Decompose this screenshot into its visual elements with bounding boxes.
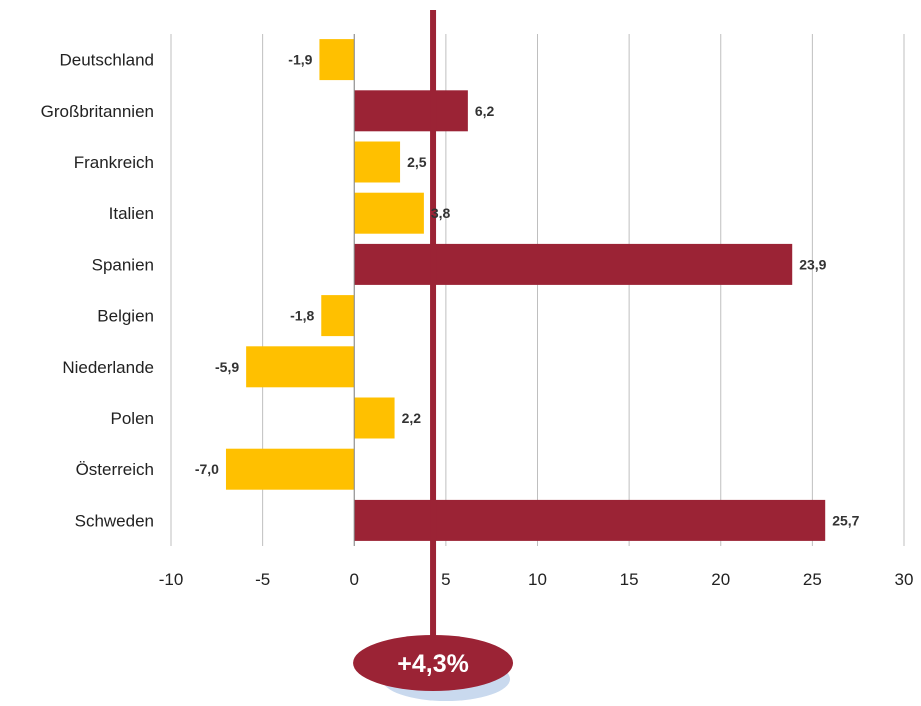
category-label: Österreich [76,460,154,479]
bar-spanien [354,243,793,285]
bar-schweden [354,499,826,541]
data-label: 25,7 [832,512,859,528]
category-labels: Deutschland Großbritannien Frankreich Itali… [41,51,154,531]
x-tick-label: 15 [620,570,639,589]
reference-badge-label: +4,3% [397,650,469,678]
x-tick-label: 25 [803,570,822,589]
x-tick-label: 10 [528,570,547,589]
bar-deutschland [319,39,355,81]
data-labels: -1,9 6,2 2,5 3,8 23,9 -1,8 -5,9 2,2 -7,0 25,7 [195,52,860,529]
category-label: Spanien [92,255,154,274]
data-label: 23,9 [799,256,826,272]
data-label: 2,5 [407,154,427,170]
category-label: Italien [109,204,154,223]
bar-polen [354,397,395,439]
bar-frankreich [354,141,401,183]
data-label: -1,8 [290,308,314,324]
bar-großbritannien [354,90,468,132]
data-label: -1,9 [288,52,312,68]
category-label: Großbritannien [41,102,154,121]
x-axis-tick-labels: -10 -5 0 5 10 15 20 25 30 [159,570,914,589]
x-tick-label: -10 [159,570,184,589]
category-label: Deutschland [59,51,154,70]
bar-niederlande [246,346,355,388]
x-tick-label: 5 [441,570,450,589]
data-label: 3,8 [431,205,451,221]
x-tick-label: 0 [350,570,359,589]
bar-österreich [225,448,355,490]
x-tick-label: 30 [895,570,914,589]
x-tick-label: -5 [255,570,270,589]
bar-italien [354,192,424,234]
data-label: 2,2 [402,410,422,426]
reference-badge-bg [353,635,514,691]
category-label: Frankreich [74,153,154,172]
data-label: 6,2 [475,103,495,119]
bar-belgien [321,295,355,337]
category-label: Schweden [75,511,154,530]
data-label: -5,9 [215,359,239,375]
x-tick-label: 20 [711,570,730,589]
category-label: Polen [111,409,154,428]
category-label: Belgien [97,307,154,326]
data-label: -7,0 [195,461,219,477]
reference-badge: +4,3% [353,635,514,701]
category-label: Niederlande [62,358,154,377]
bars [225,39,826,541]
